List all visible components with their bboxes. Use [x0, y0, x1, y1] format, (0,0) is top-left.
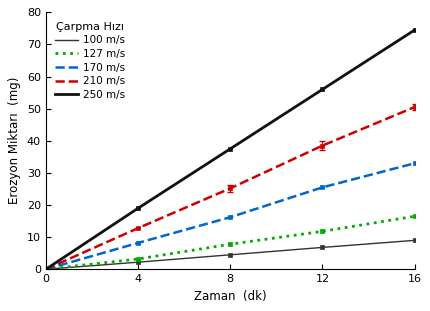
210 m/s — [320, 144, 325, 147]
170 m/s — [412, 161, 417, 165]
127 m/s — [228, 242, 233, 246]
127 m/s — [320, 230, 325, 233]
100 m/s — [228, 253, 233, 257]
Y-axis label: Erozyon Miktarı  (mg): Erozyon Miktarı (mg) — [8, 77, 22, 204]
127 m/s — [412, 214, 417, 218]
X-axis label: Zaman  (dk): Zaman (dk) — [194, 290, 267, 303]
250 m/s — [412, 28, 417, 32]
210 m/s — [228, 187, 233, 190]
210 m/s — [43, 267, 49, 271]
170 m/s — [43, 267, 49, 271]
Line: 100 m/s: 100 m/s — [46, 240, 415, 269]
127 m/s — [43, 267, 49, 271]
210 m/s — [412, 105, 417, 109]
Line: 170 m/s: 170 m/s — [46, 163, 415, 269]
250 m/s — [135, 207, 141, 210]
170 m/s — [320, 185, 325, 189]
100 m/s — [320, 246, 325, 249]
170 m/s — [228, 215, 233, 219]
Line: 250 m/s: 250 m/s — [46, 30, 415, 269]
100 m/s — [43, 267, 49, 271]
250 m/s — [320, 87, 325, 91]
210 m/s — [135, 226, 141, 230]
Line: 210 m/s: 210 m/s — [46, 107, 415, 269]
250 m/s — [228, 147, 233, 151]
127 m/s — [135, 257, 141, 261]
Line: 127 m/s: 127 m/s — [46, 216, 415, 269]
100 m/s — [135, 260, 141, 264]
170 m/s — [135, 241, 141, 245]
250 m/s — [43, 267, 49, 271]
Legend: 100 m/s, 127 m/s, 170 m/s, 210 m/s, 250 m/s: 100 m/s, 127 m/s, 170 m/s, 210 m/s, 250 … — [51, 17, 130, 104]
100 m/s — [412, 239, 417, 242]
